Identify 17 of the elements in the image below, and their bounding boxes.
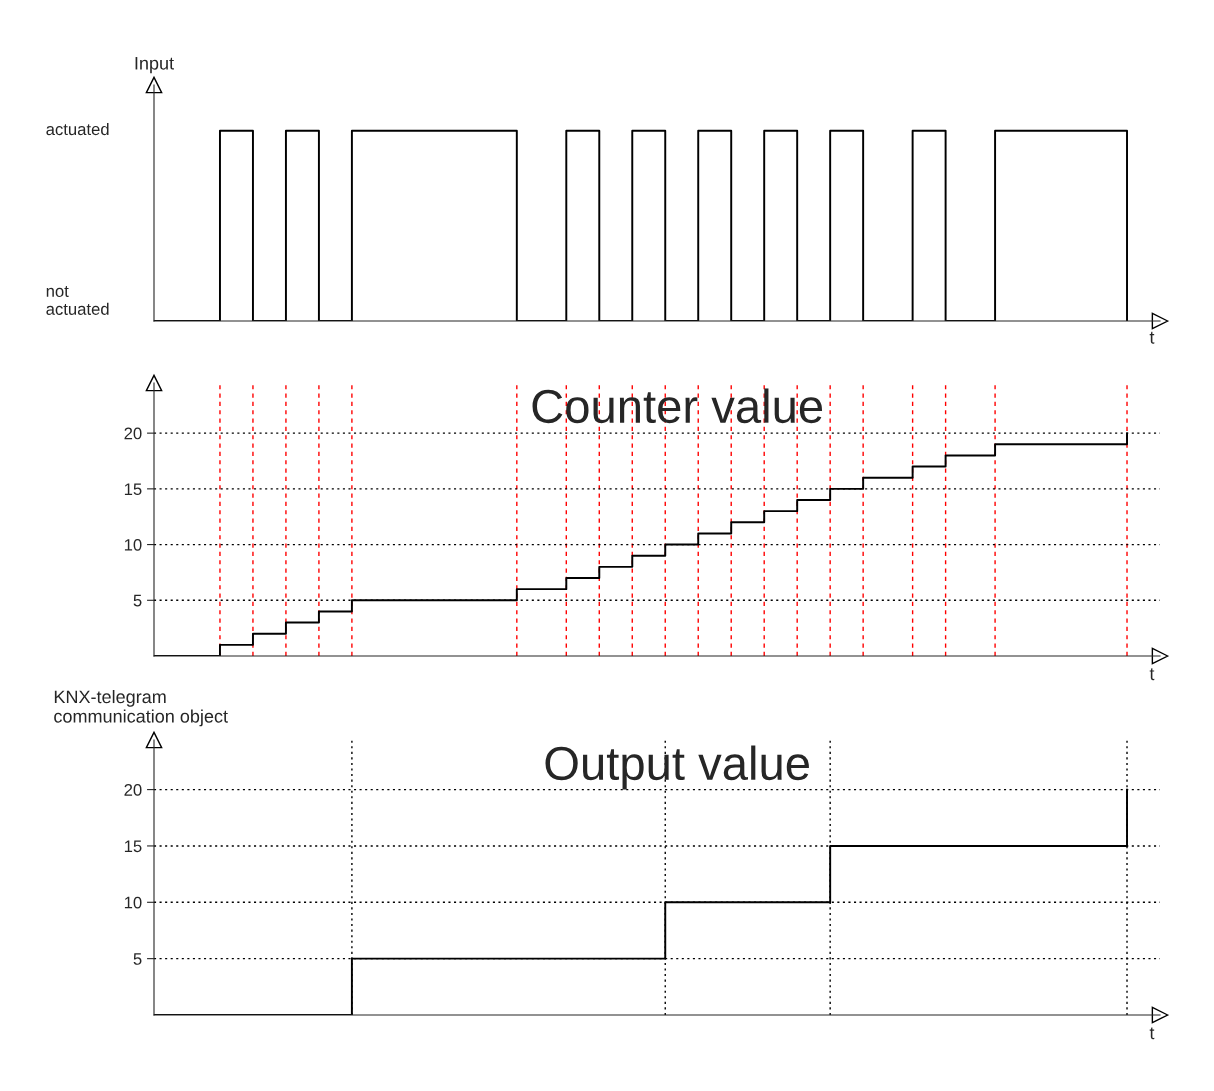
y-axis-title: KNX-telegram communication object [54,689,228,727]
x-axis-title: t [1149,1027,1155,1040]
chart-title: Output value [545,745,809,790]
y-tick-label: 5 [133,594,142,607]
y-tick-label: 10 [124,538,142,551]
y-tick-label: 15 [124,840,142,853]
chart-title: Counter value [532,388,823,424]
y-tick-label: 10 [124,896,142,909]
y-tick-label: 20 [124,427,142,440]
x-axis-title: t [1149,331,1155,344]
y-tick-label: 15 [124,483,142,496]
x-axis-title: t [1149,668,1155,681]
y-axis-title: Input [135,57,174,74]
y-tick-label: 5 [133,953,142,965]
text: actuated [46,122,109,136]
text: not actuated [46,286,109,315]
y-tick-label: 20 [124,783,142,796]
